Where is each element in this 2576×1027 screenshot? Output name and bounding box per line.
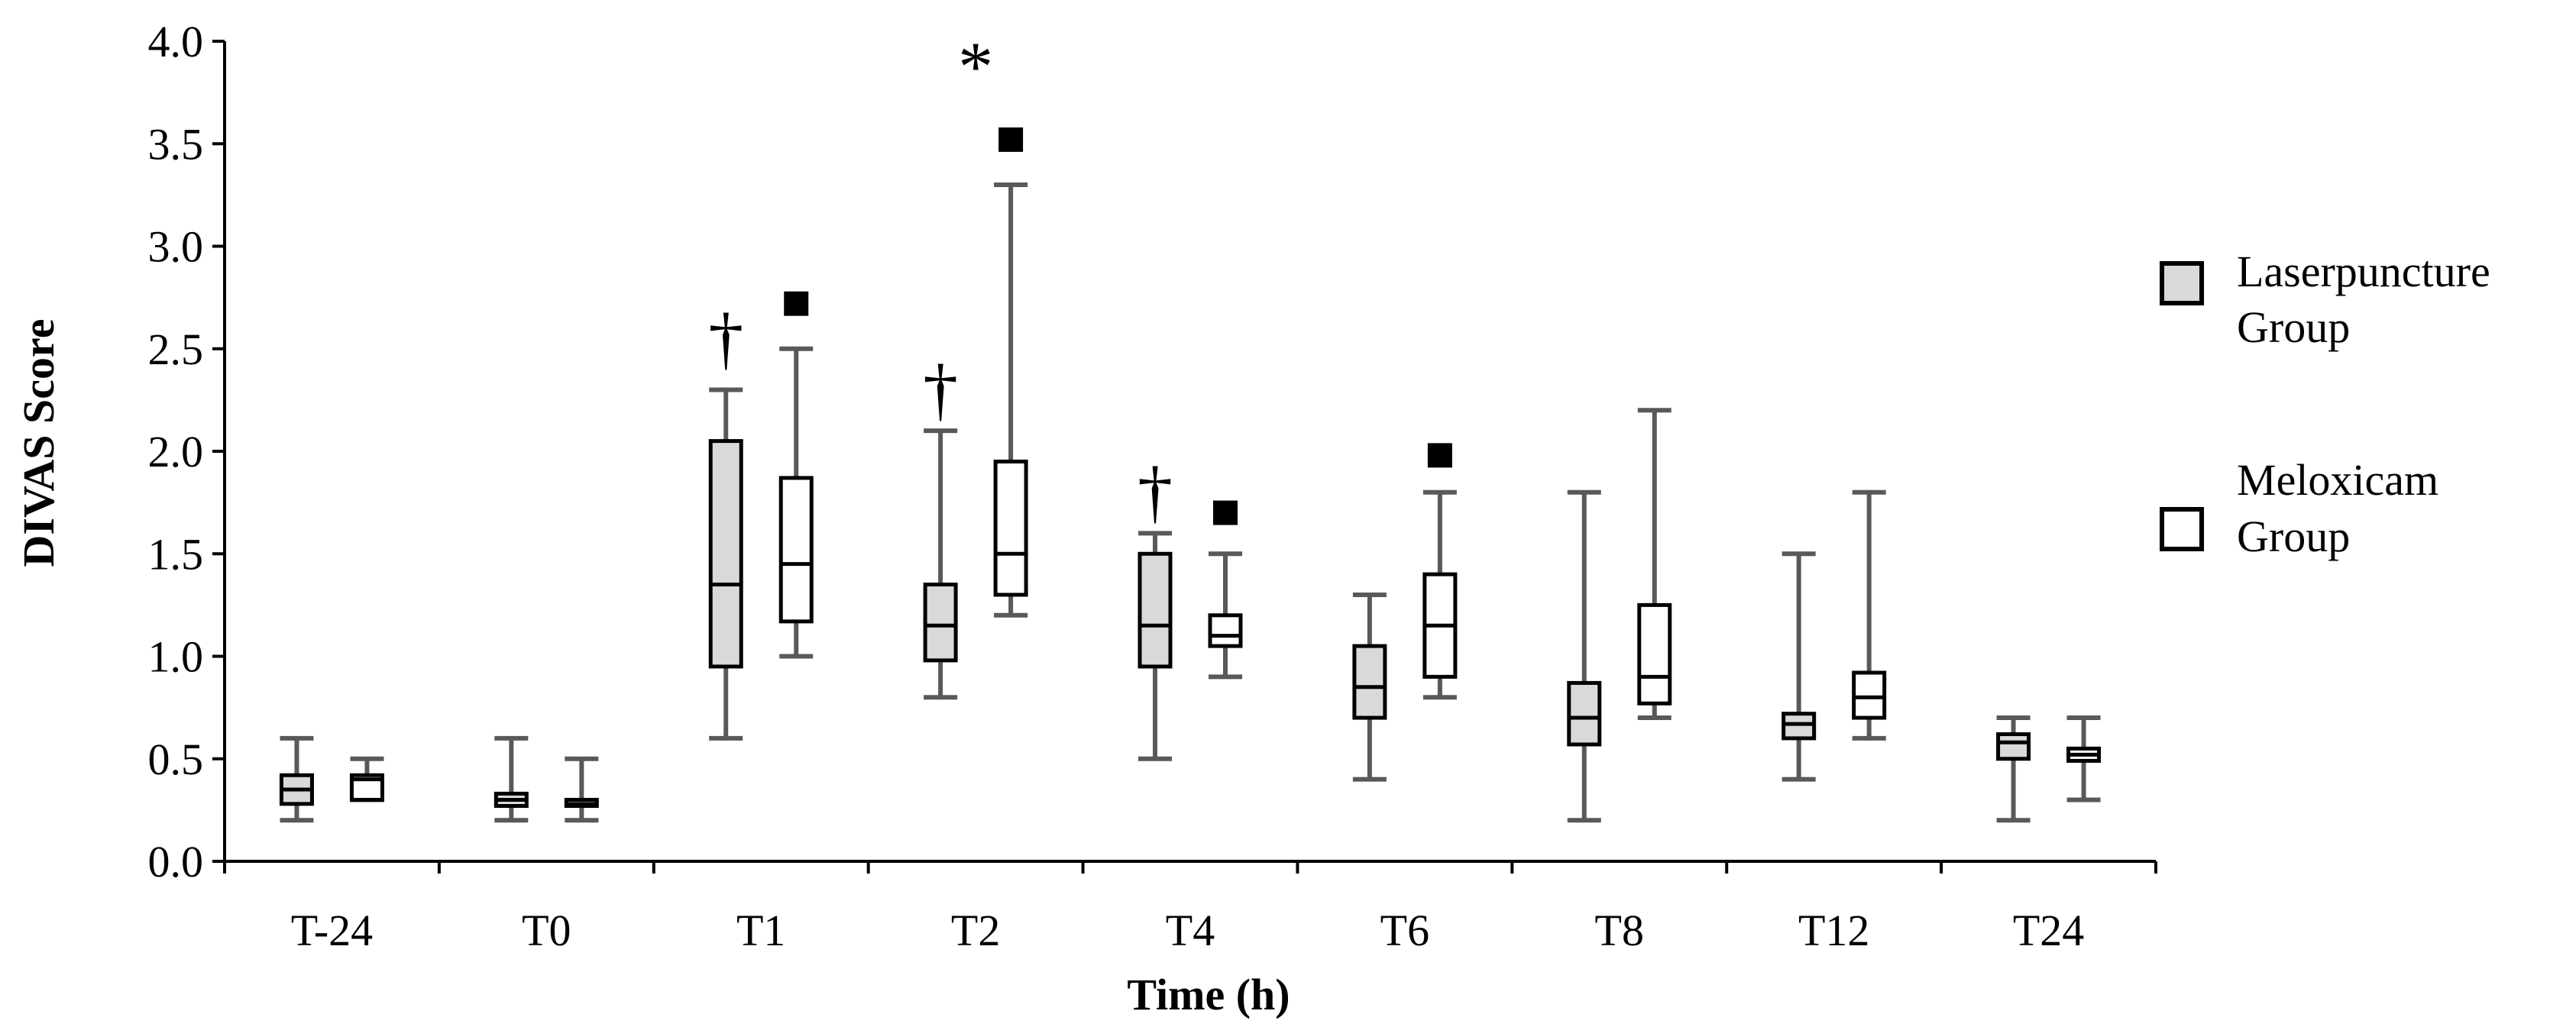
- iqr-box-laserpuncture-T8: [1567, 680, 1602, 747]
- y-tick-label-4: 2.0: [148, 427, 204, 476]
- box-laserpuncture-T-24: [279, 735, 314, 823]
- x-tick-label-T6: T6: [1380, 906, 1429, 955]
- y-tick-label-3: 1.5: [148, 529, 204, 579]
- box-laserpuncture-T4: [1138, 531, 1173, 761]
- iqr-box-laserpuncture-T4: [1138, 551, 1173, 669]
- y-tick-label-8: 4.0: [148, 17, 204, 66]
- x-tick-label-T2: T2: [951, 906, 1000, 955]
- iqr-box-meloxicam-T2: [993, 459, 1028, 597]
- x-tick-label-T-24: T-24: [291, 906, 373, 955]
- legend-label-meloxicam-line2: Group: [2237, 512, 2350, 561]
- legend-label-laserpuncture-line1: Laserpuncture: [2237, 247, 2490, 296]
- x-axis: T-24 T0 T1 T2 T4 T6 T8 T12 T24: [223, 860, 2157, 955]
- iqr-box-laserpuncture-T6: [1352, 644, 1387, 720]
- marker-square-T1-1: [784, 291, 809, 316]
- legend-swatch-laserpuncture: [2160, 261, 2204, 305]
- y-tick-label-7: 3.5: [148, 119, 204, 169]
- iqr-box-laserpuncture-T12: [1782, 712, 1817, 741]
- box-meloxicam-T12: [1852, 489, 1887, 741]
- marker-asterisk-T2-2: *: [958, 27, 993, 105]
- box-laserpuncture-T24: [1996, 715, 2031, 823]
- y-tick-label-0: 0.0: [148, 837, 204, 887]
- iqr-box-meloxicam-T1: [778, 476, 814, 624]
- iqr-box-meloxicam-T12: [1852, 670, 1887, 720]
- x-axis-title: Time (h): [1127, 970, 1290, 1019]
- marker-square-T6-7: [1427, 443, 1452, 468]
- x-tick-label-T4: T4: [1166, 906, 1215, 955]
- y-axis: 0.0 0.5 1.0 1.5 2.0 2.5 3.0 3.5 4.0: [148, 17, 226, 887]
- marker-square-T2-4: [998, 127, 1024, 152]
- box-meloxicam-T8: [1637, 408, 1672, 721]
- legend-label-meloxicam-line1: Meloxicam: [2237, 455, 2438, 505]
- box-meloxicam-T-24: [349, 756, 384, 803]
- x-tick-label-T0: T0: [522, 906, 571, 955]
- legend: Laserpuncture Group Meloxicam Group: [2160, 247, 2490, 561]
- legend-label-laserpuncture-line2: Group: [2237, 302, 2350, 352]
- legend-swatch-meloxicam: [2160, 507, 2204, 551]
- box-series: [279, 182, 2102, 823]
- significance-markers: † * † †: [708, 27, 1452, 531]
- x-tick-label-T1: T1: [736, 906, 785, 955]
- y-tick-label-6: 3.0: [148, 222, 204, 272]
- box-meloxicam-T4: [1208, 551, 1243, 680]
- box-laserpuncture-T8: [1567, 489, 1602, 823]
- x-tick-label-T8: T8: [1595, 906, 1644, 955]
- y-tick-label-1: 0.5: [148, 735, 204, 784]
- box-laserpuncture-T1: [708, 387, 743, 741]
- x-tick-label-T12: T12: [1798, 906, 1869, 955]
- box-meloxicam-T0: [564, 756, 599, 823]
- iqr-box-laserpuncture-T24: [1996, 732, 2031, 761]
- y-axis-title: DIVAS Score: [14, 319, 63, 567]
- iqr-box-laserpuncture-T2: [923, 583, 958, 663]
- box-meloxicam-T1: [778, 346, 814, 659]
- box-meloxicam-T24: [2066, 715, 2102, 803]
- box-laserpuncture-T6: [1352, 592, 1387, 782]
- iqr-box-meloxicam-T8: [1637, 602, 1672, 706]
- box-meloxicam-T6: [1422, 489, 1458, 700]
- box-laserpuncture-T0: [494, 735, 529, 823]
- iqr-box-meloxicam-T4: [1208, 613, 1243, 648]
- y-tick-label-2: 1.0: [148, 632, 204, 682]
- x-tick-label-T24: T24: [2013, 906, 2084, 955]
- marker-square-T4-6: [1213, 500, 1238, 525]
- marker-dagger-T2-3: †: [923, 350, 958, 428]
- marker-dagger-T1-0: †: [708, 299, 743, 376]
- box-laserpuncture-T2: [923, 428, 958, 700]
- box-laserpuncture-T12: [1782, 551, 1817, 782]
- iqr-box-laserpuncture-T1: [708, 439, 743, 669]
- box-meloxicam-T2: [993, 182, 1028, 618]
- y-tick-label-5: 2.5: [148, 325, 204, 374]
- marker-dagger-T4-5: †: [1138, 453, 1173, 531]
